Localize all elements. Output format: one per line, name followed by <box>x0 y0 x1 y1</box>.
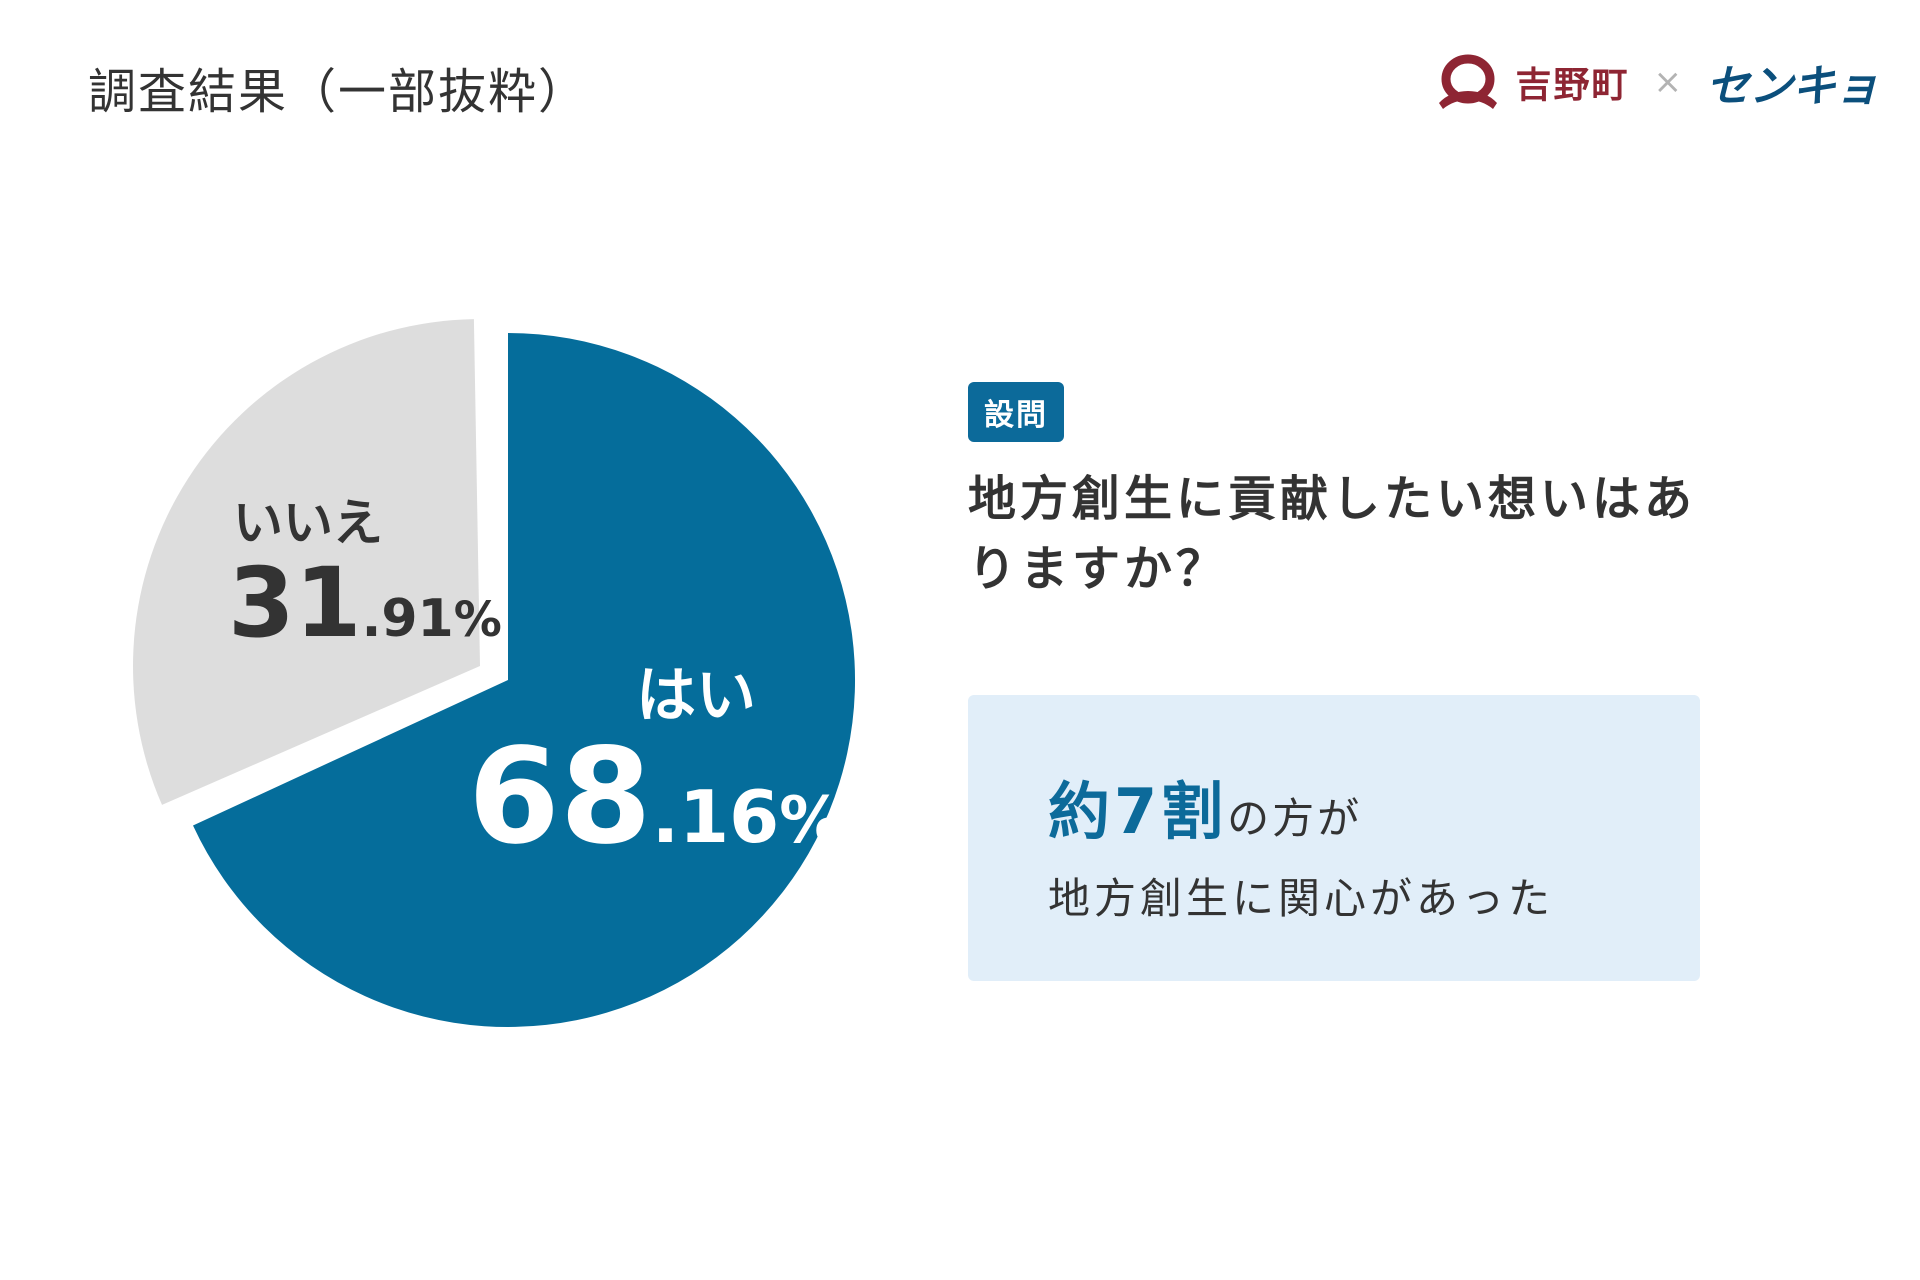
question-area: 設問 地方創生に貢献したい想いはありますか？ <box>968 382 1728 604</box>
yes-value-pct: % <box>779 784 843 858</box>
result-line-1-rest: の方が <box>1227 794 1363 843</box>
town-logo-text: 吉野町 <box>1515 65 1630 106</box>
pie-slice-no <box>133 319 481 805</box>
yes-value-dec: .16 <box>652 775 780 859</box>
no-value-dec: .91 <box>362 589 454 649</box>
brand-logo-text: センキョ <box>1706 61 1879 112</box>
slice-label-no-value: 31.91% <box>228 547 502 659</box>
slice-label-no-name: いいえ <box>233 494 383 552</box>
result-box: 約7割の方が 地方創生に関心があった <box>968 695 1700 981</box>
no-value-int: 31 <box>228 547 362 659</box>
question-badge: 設問 <box>968 382 1064 442</box>
result-line-1: 約7割の方が <box>1048 761 1700 851</box>
no-value-pct: % <box>454 592 502 648</box>
logo-separator: × <box>1653 62 1683 102</box>
yes-value-int: 68 <box>468 720 652 874</box>
slice-label-yes-value: 68.16% <box>468 720 843 874</box>
page-title: 調査結果（一部抜粋） <box>88 64 589 120</box>
logo-area: 吉野町 × センキョ <box>1435 50 1879 114</box>
result-line-2: 地方創生に関心があった <box>1048 874 1555 923</box>
yoshino-seal-icon <box>1439 54 1498 109</box>
question-text: 地方創生に貢献したい想いはありますか？ <box>968 471 1697 597</box>
slice-label-yes-name: はい <box>636 661 756 731</box>
result-highlight: 約7割 <box>1048 775 1228 848</box>
pie-slice-yes <box>193 333 856 1027</box>
